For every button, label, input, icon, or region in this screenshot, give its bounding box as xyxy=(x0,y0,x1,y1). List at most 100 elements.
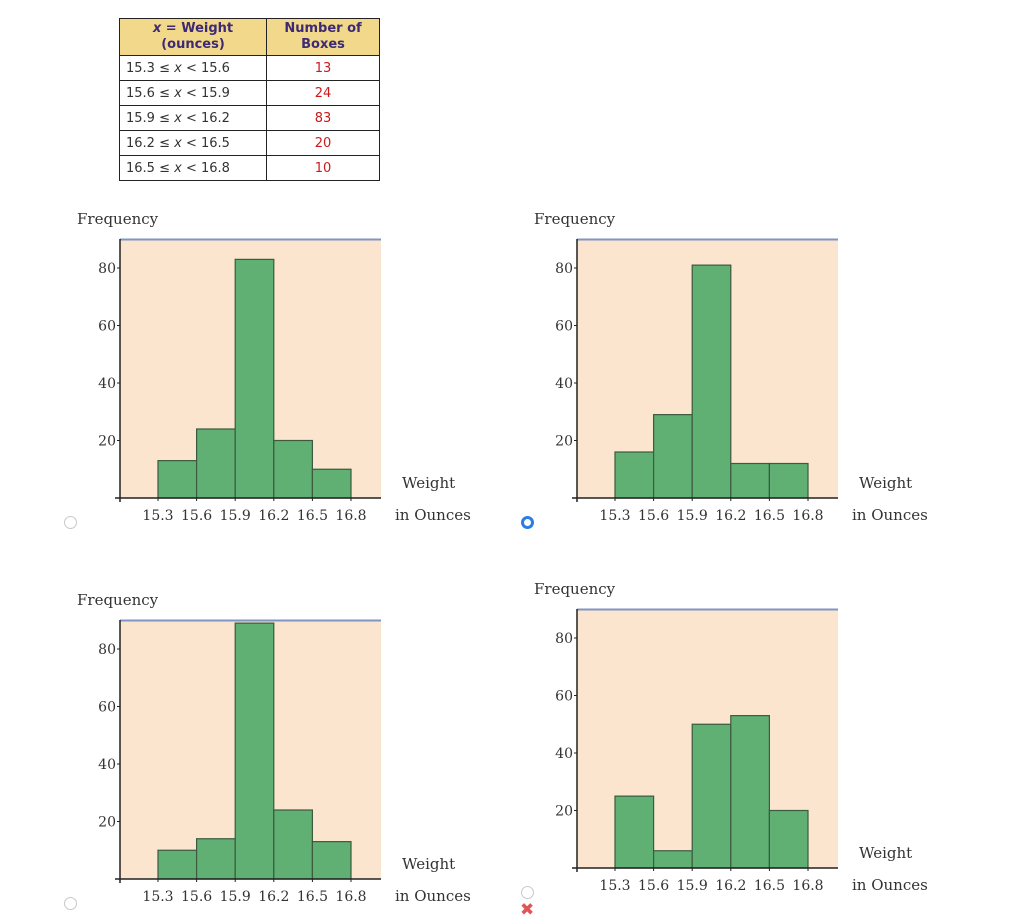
x-axis-label-line2: in Ounces xyxy=(395,887,471,905)
y-axis-label: Frequency xyxy=(534,210,616,228)
interval-upper: < 15.6 xyxy=(181,60,230,76)
y-tick-label: 40 xyxy=(555,376,573,392)
table-row: 15.9 ≤ x < 16.2 83 xyxy=(119,105,380,131)
interval-upper: < 16.8 xyxy=(181,160,230,176)
plot-area xyxy=(120,620,381,879)
plot-area xyxy=(577,239,838,498)
histogram-2: 20 40 60 80 15.3 15.6 15.9 16.2 16.5 16.8 Frequenc… xyxy=(534,210,928,524)
x-tick-label: 15.9 xyxy=(220,889,251,905)
histogram-bar xyxy=(196,428,236,499)
x-tick-label: 16.2 xyxy=(258,889,289,905)
interval-lower: 16.5 ≤ xyxy=(126,160,175,176)
histogram-bar xyxy=(730,462,770,499)
interval-lower: 16.2 ≤ xyxy=(126,135,175,151)
weight-interval: 16.2 ≤ x < 16.5 xyxy=(119,130,267,156)
box-count: 10 xyxy=(266,155,380,181)
histogram-1: 20 40 60 80 15.3 15.6 15.9 16.2 16.5 16.8 Frequenc… xyxy=(77,210,471,524)
y-tick-label: 20 xyxy=(98,434,116,450)
header-count-line1: Number of xyxy=(284,21,362,36)
x-axis-label-line1: Weight xyxy=(402,474,455,492)
y-tick-label: 80 xyxy=(555,631,573,647)
x-tick-label: 16.8 xyxy=(335,508,366,524)
histogram-bar xyxy=(311,841,352,880)
histogram-bar xyxy=(614,451,655,499)
x-axis-label-line2: in Ounces xyxy=(852,876,928,894)
x-axis-label-line1: Weight xyxy=(859,844,912,862)
histogram-4: 20 40 60 80 15.3 15.6 15.9 16.2 16.5 16.8 Frequenc… xyxy=(534,580,928,894)
table-row: 15.6 ≤ x < 15.9 24 xyxy=(119,80,380,106)
option-3-radio[interactable] xyxy=(64,897,77,910)
x-tick-label: 15.9 xyxy=(677,508,708,524)
header-variable: x xyxy=(152,21,162,36)
y-tick-label: 60 xyxy=(98,700,116,716)
x-tick-label: 16.8 xyxy=(792,878,823,894)
interval-variable: x xyxy=(174,110,182,126)
histogram-bar xyxy=(234,622,275,880)
histogram-bar xyxy=(311,468,352,499)
table-row: 16.5 ≤ x < 16.8 10 xyxy=(119,155,380,181)
y-tick-label: 80 xyxy=(98,642,116,658)
histogram-3: 20 40 60 80 15.3 15.6 15.9 16.2 16.5 16.8 Frequenc… xyxy=(77,591,471,905)
y-axis-label: Frequency xyxy=(77,591,159,609)
x-tick-label: 15.3 xyxy=(142,889,173,905)
interval-upper: < 16.5 xyxy=(181,135,230,151)
interval-variable: x xyxy=(174,60,182,76)
box-count: 24 xyxy=(266,80,380,106)
header-count-line2: Boxes xyxy=(301,37,345,52)
histogram-bar xyxy=(652,850,693,869)
x-tick-label: 16.5 xyxy=(754,878,785,894)
histogram-bar xyxy=(614,795,655,869)
y-tick-label: 20 xyxy=(98,815,116,831)
x-tick-label: 16.2 xyxy=(715,508,746,524)
histogram-bar xyxy=(730,715,770,869)
x-tick-label: 15.6 xyxy=(638,878,669,894)
x-axis-label-line1: Weight xyxy=(402,855,455,873)
x-tick-label: 15.3 xyxy=(599,878,630,894)
histogram-bar xyxy=(768,462,809,499)
x-tick-label: 16.5 xyxy=(297,889,328,905)
frequency-table: x = Weight (ounces) Number of Boxes 15.3 ≤… xyxy=(119,18,380,181)
option-1-radio[interactable] xyxy=(64,516,77,529)
x-axis-label-line2: in Ounces xyxy=(852,506,928,524)
y-tick-label: 40 xyxy=(98,757,116,773)
x-tick-label: 16.2 xyxy=(258,508,289,524)
option-2-radio[interactable] xyxy=(521,516,534,529)
x-tick-label: 15.6 xyxy=(181,508,212,524)
plot-area xyxy=(577,609,838,868)
histogram-bar xyxy=(652,414,693,499)
box-count: 83 xyxy=(266,105,380,131)
y-axis-label: Frequency xyxy=(534,580,616,598)
header-weight-label: = Weight xyxy=(161,21,234,36)
weight-interval: 15.3 ≤ x < 15.6 xyxy=(119,55,267,81)
table-header-row: x = Weight (ounces) Number of Boxes xyxy=(119,18,380,56)
y-tick-label: 20 xyxy=(555,434,573,450)
histogram-bar xyxy=(157,460,198,499)
histogram-bar xyxy=(273,809,313,880)
plot-area xyxy=(120,239,381,498)
x-tick-label: 15.3 xyxy=(142,508,173,524)
histogram-bar xyxy=(691,723,732,869)
y-axis-label: Frequency xyxy=(77,210,159,228)
x-tick-label: 16.8 xyxy=(792,508,823,524)
table-row: 15.3 ≤ x < 15.6 13 xyxy=(119,55,380,81)
table-row: 16.2 ≤ x < 16.5 20 xyxy=(119,130,380,156)
header-count: Number of Boxes xyxy=(266,18,380,56)
y-tick-label: 60 xyxy=(98,319,116,335)
x-tick-label: 15.6 xyxy=(181,889,212,905)
y-tick-label: 80 xyxy=(98,261,116,277)
histogram-bar xyxy=(157,849,198,880)
x-tick-label: 15.9 xyxy=(220,508,251,524)
header-weight-unit: (ounces) xyxy=(161,37,225,52)
box-count: 20 xyxy=(266,130,380,156)
y-tick-label: 20 xyxy=(555,804,573,820)
option-4-radio[interactable] xyxy=(521,886,534,899)
histogram-bar xyxy=(768,809,809,869)
y-tick-label: 60 xyxy=(555,689,573,705)
interval-lower: 15.3 ≤ xyxy=(126,60,175,76)
weight-interval: 15.6 ≤ x < 15.9 xyxy=(119,80,267,106)
x-axis-label-line1: Weight xyxy=(859,474,912,492)
interval-upper: < 15.9 xyxy=(181,85,230,101)
interval-variable: x xyxy=(174,135,182,151)
y-tick-label: 60 xyxy=(555,319,573,335)
weight-interval: 15.9 ≤ x < 16.2 xyxy=(119,105,267,131)
